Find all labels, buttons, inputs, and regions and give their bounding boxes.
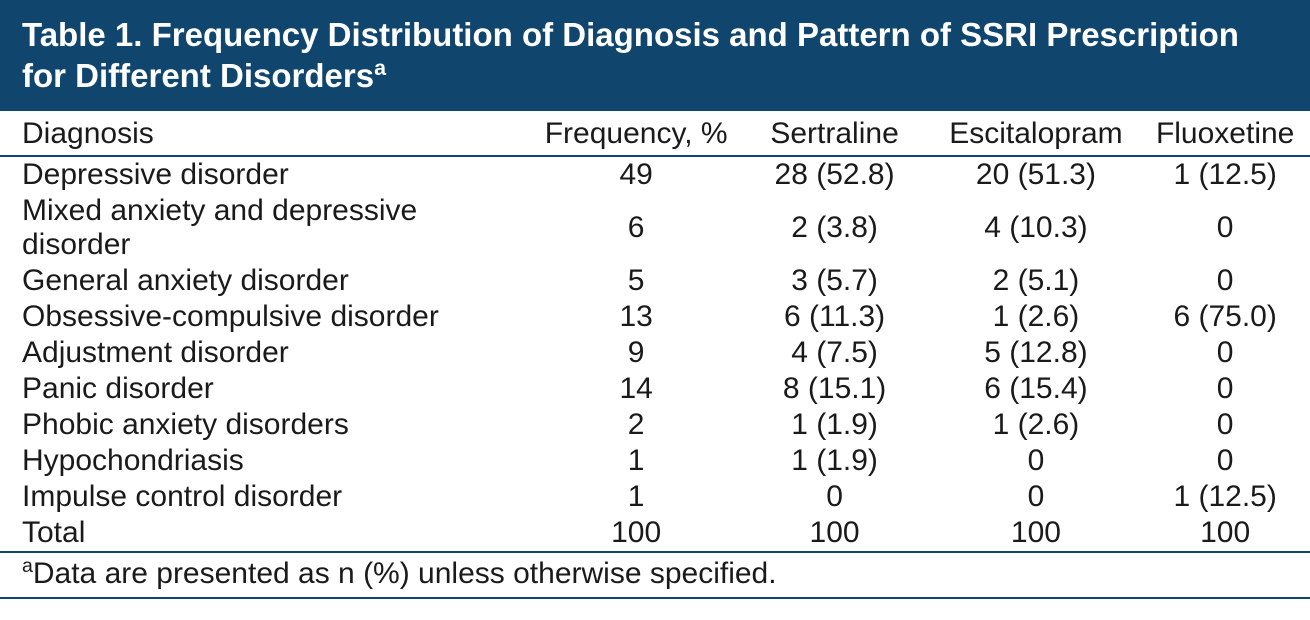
table-row: Phobic anxiety disorders21 (1.9)1 (2.6)0 [0, 407, 1310, 443]
cell-value: 0 [932, 479, 1141, 515]
cell-value: 0 [1140, 371, 1310, 407]
cell-value: 3 (5.7) [738, 263, 932, 299]
table-footnote: aData are presented as n (%) unless othe… [0, 553, 1310, 599]
cell-value: 8 (15.1) [738, 371, 932, 407]
cell-value: 1 [535, 479, 738, 515]
cell-value: 0 [1140, 407, 1310, 443]
cell-value: 0 [738, 479, 932, 515]
cell-value: 2 (5.1) [932, 263, 1141, 299]
cell-value: 28 (52.8) [738, 156, 932, 193]
col-fluoxetine: Fluoxetine [1140, 111, 1310, 156]
col-escitalopram: Escitalopram [932, 111, 1141, 156]
cell-value: 1 (2.6) [932, 407, 1141, 443]
cell-value: 0 [932, 443, 1141, 479]
table-row: Panic disorder148 (15.1)6 (15.4)0 [0, 371, 1310, 407]
cell-value: 1 (2.6) [932, 299, 1141, 335]
table-row: Hypochondriasis11 (1.9)00 [0, 443, 1310, 479]
cell-value: 5 [535, 263, 738, 299]
cell-diagnosis: Depressive disorder [0, 156, 535, 193]
cell-value: 14 [535, 371, 738, 407]
cell-value: 2 [535, 407, 738, 443]
cell-diagnosis: Adjustment disorder [0, 335, 535, 371]
cell-value: 1 [535, 443, 738, 479]
cell-value: 20 (51.3) [932, 156, 1141, 193]
table-title: Table 1. Frequency Distribution of Diagn… [0, 0, 1310, 111]
table-row: Depressive disorder4928 (52.8)20 (51.3)1… [0, 156, 1310, 193]
cell-value: 4 (10.3) [932, 193, 1141, 263]
cell-total-value: 100 [1140, 515, 1310, 552]
ssri-frequency-table: Table 1. Frequency Distribution of Diagn… [0, 0, 1310, 599]
cell-diagnosis: General anxiety disorder [0, 263, 535, 299]
cell-value: 0 [1140, 443, 1310, 479]
cell-total-value: 100 [932, 515, 1141, 552]
col-frequency: Frequency, % [535, 111, 738, 156]
cell-diagnosis: Phobic anxiety disorders [0, 407, 535, 443]
table-row: Impulse control disorder1001 (12.5) [0, 479, 1310, 515]
cell-value: 2 (3.8) [738, 193, 932, 263]
cell-value: 6 [535, 193, 738, 263]
cell-total-value: 100 [535, 515, 738, 552]
cell-value: 6 (15.4) [932, 371, 1141, 407]
cell-value: 6 (11.3) [738, 299, 932, 335]
col-diagnosis: Diagnosis [0, 111, 535, 156]
cell-value: 1 (12.5) [1140, 156, 1310, 193]
col-sertraline: Sertraline [738, 111, 932, 156]
table-row: Mixed anxiety and depressive disorder62 … [0, 193, 1310, 263]
cell-value: 0 [1140, 193, 1310, 263]
header-row: Diagnosis Frequency, % Sertraline Escita… [0, 111, 1310, 156]
table-row: Adjustment disorder94 (7.5)5 (12.8)0 [0, 335, 1310, 371]
cell-diagnosis: Panic disorder [0, 371, 535, 407]
cell-total-value: 100 [738, 515, 932, 552]
cell-value: 1 (1.9) [738, 443, 932, 479]
cell-value: 1 (1.9) [738, 407, 932, 443]
cell-diagnosis: Obsessive-compulsive disorder [0, 299, 535, 335]
cell-value: 4 (7.5) [738, 335, 932, 371]
cell-value: 6 (75.0) [1140, 299, 1310, 335]
cell-total-label: Total [0, 515, 535, 552]
data-table: Diagnosis Frequency, % Sertraline Escita… [0, 111, 1310, 553]
cell-value: 0 [1140, 335, 1310, 371]
cell-value: 1 (12.5) [1140, 479, 1310, 515]
cell-diagnosis: Impulse control disorder [0, 479, 535, 515]
cell-value: 9 [535, 335, 738, 371]
cell-value: 0 [1140, 263, 1310, 299]
cell-diagnosis: Hypochondriasis [0, 443, 535, 479]
table-row: Obsessive-compulsive disorder136 (11.3)1… [0, 299, 1310, 335]
table-row: General anxiety disorder53 (5.7)2 (5.1)0 [0, 263, 1310, 299]
cell-value: 5 (12.8) [932, 335, 1141, 371]
total-row: Total100100100100 [0, 515, 1310, 552]
cell-value: 13 [535, 299, 738, 335]
cell-diagnosis: Mixed anxiety and depressive disorder [0, 193, 535, 263]
table-body: Depressive disorder4928 (52.8)20 (51.3)1… [0, 156, 1310, 552]
cell-value: 49 [535, 156, 738, 193]
